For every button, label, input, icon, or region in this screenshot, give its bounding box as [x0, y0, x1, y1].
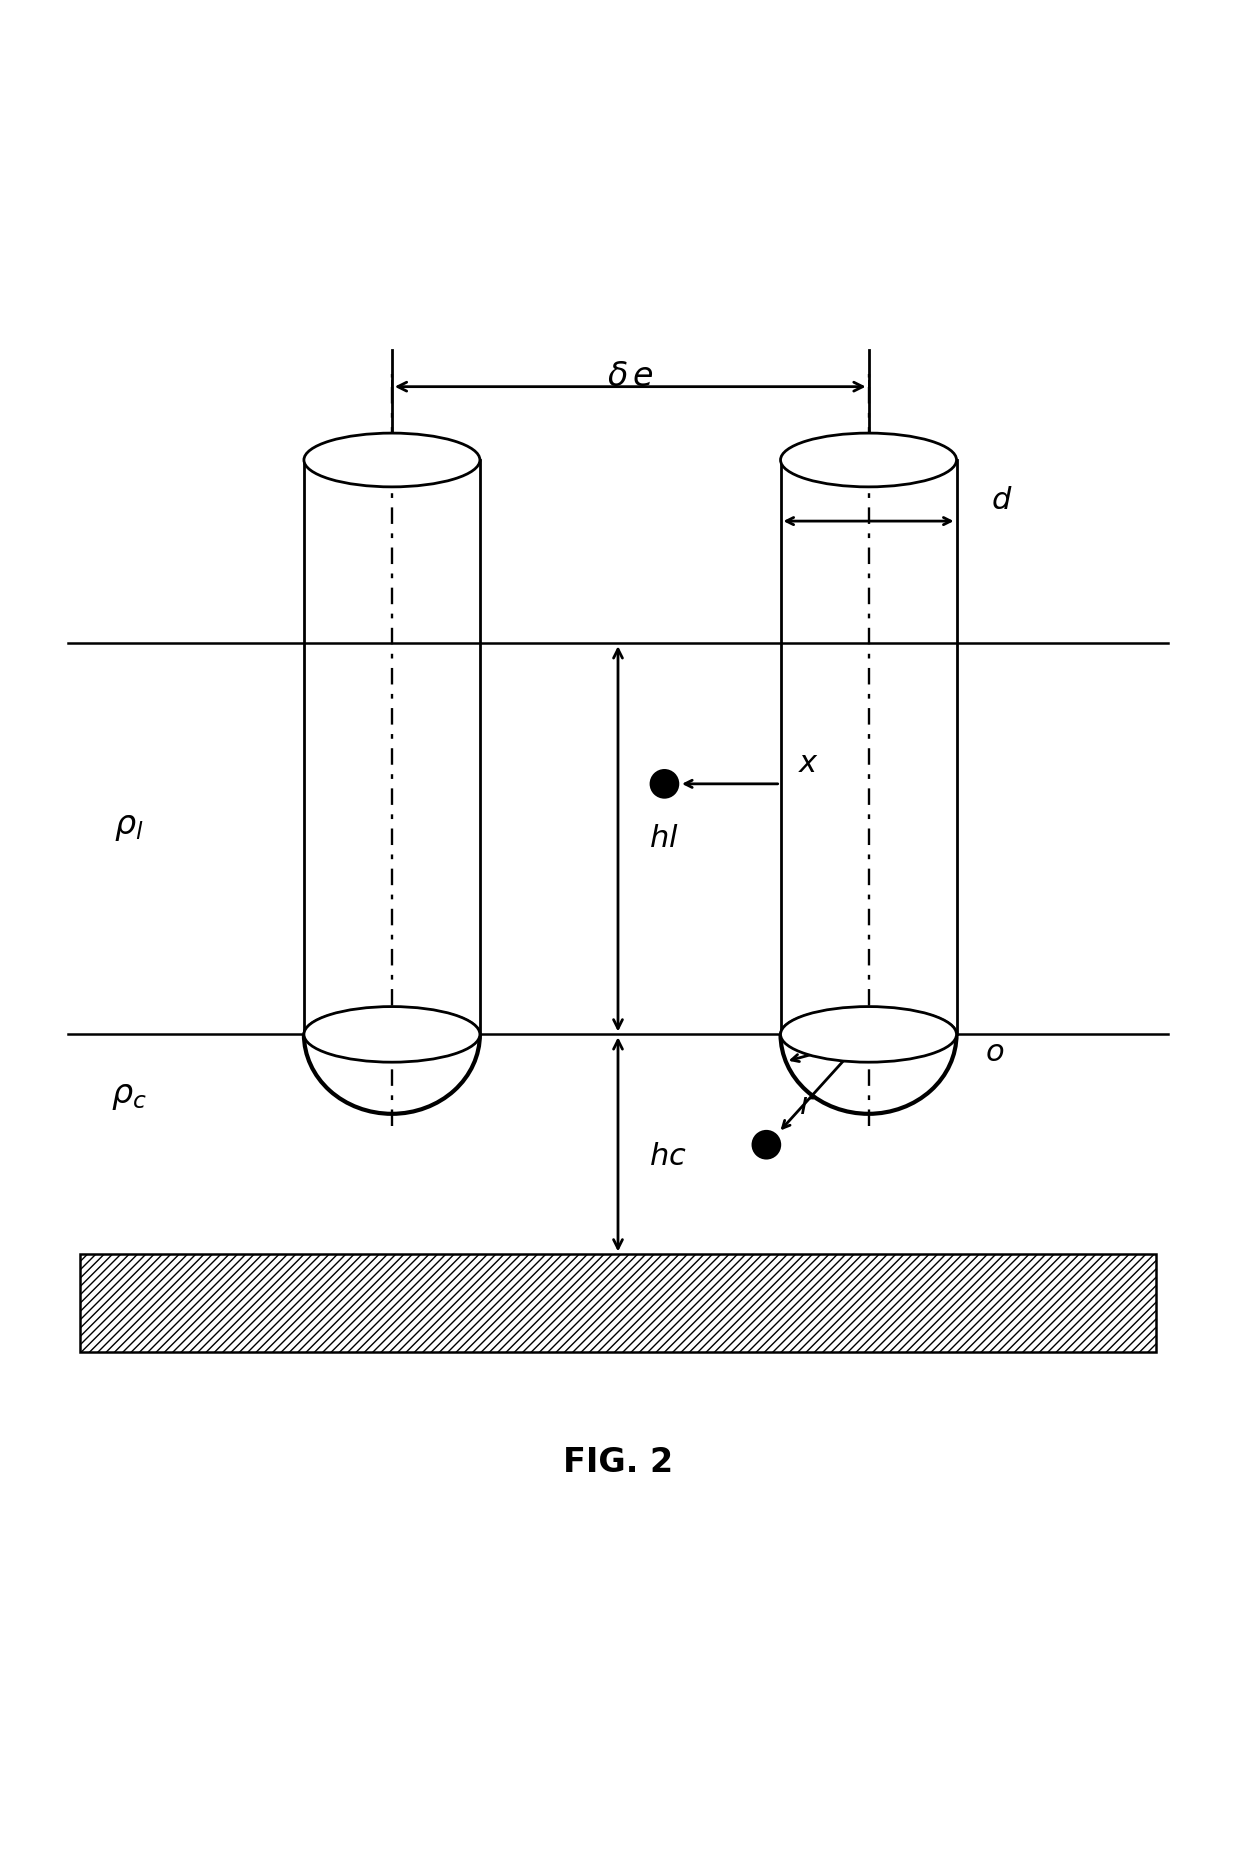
Bar: [80, 1254, 1156, 1353]
Text: $r_0$: $r_0$: [857, 1012, 881, 1040]
Ellipse shape: [781, 1007, 957, 1063]
Circle shape: [753, 1131, 780, 1158]
Text: $\delta\, e$: $\delta\, e$: [607, 359, 654, 393]
Text: $d$: $d$: [991, 486, 1012, 515]
Circle shape: [651, 770, 677, 797]
Text: $\rho_c$: $\rho_c$: [111, 1079, 147, 1113]
Ellipse shape: [304, 434, 480, 488]
Text: $x$: $x$: [797, 748, 818, 778]
Text: $\rho_l$: $\rho_l$: [115, 810, 143, 843]
Text: $hc$: $hc$: [649, 1143, 686, 1171]
Text: FIG. 2: FIG. 2: [562, 1446, 674, 1479]
Ellipse shape: [781, 434, 957, 488]
Text: $o$: $o$: [985, 1038, 1004, 1066]
Text: $hl$: $hl$: [649, 824, 679, 854]
Text: $r$: $r$: [798, 1091, 815, 1120]
Ellipse shape: [304, 1007, 480, 1063]
